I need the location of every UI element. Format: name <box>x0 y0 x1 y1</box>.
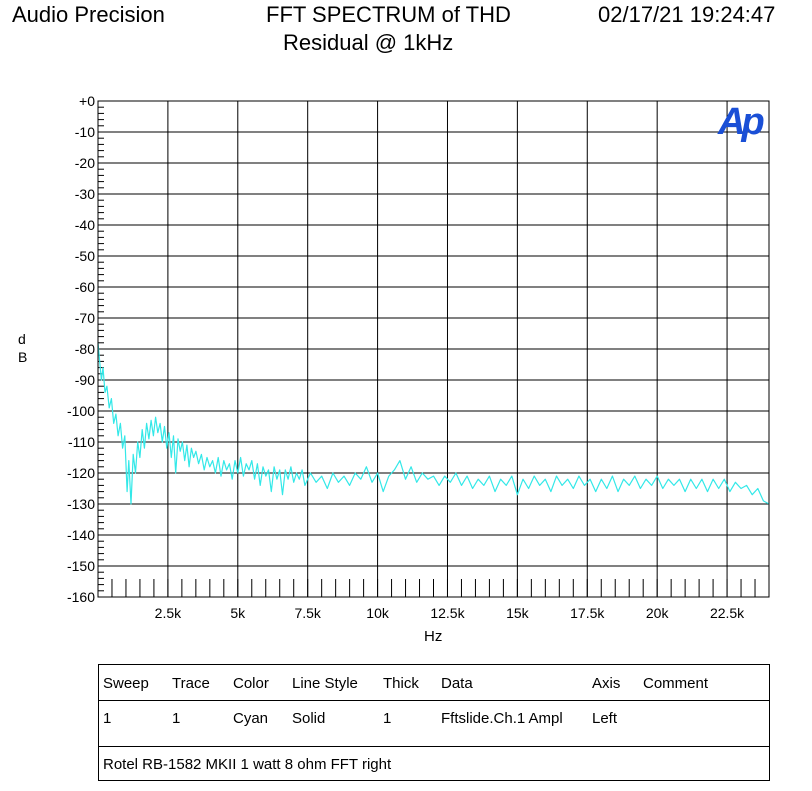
y-tick-label: -50 <box>75 248 95 264</box>
y-tick-label: -140 <box>67 527 95 543</box>
x-tick-label: 2.5k <box>155 605 182 621</box>
header-data: Data <box>441 675 473 692</box>
header-sweep: Sweep <box>103 675 149 692</box>
y-tick-label: -160 <box>67 589 95 605</box>
cell-line-style: Solid <box>292 710 326 727</box>
x-tick-label: 7.5k <box>294 605 321 621</box>
header-trace: Trace <box>172 675 210 692</box>
y-tick-labels: +0 -10 -20 -30 -40 -50 -60 -70 -80 -90 -100 -110 -12… <box>67 93 95 605</box>
cell-data: Fftslide.Ch.1 Ampl <box>441 710 563 727</box>
header-line-style: Line Style <box>292 675 358 692</box>
legend-divider-top <box>99 700 769 701</box>
cell-thick: 1 <box>383 710 392 727</box>
y-tick-label: -90 <box>75 372 95 388</box>
x-tick-label: 22.5k <box>710 605 745 621</box>
y-tick-label: -60 <box>75 279 95 295</box>
x-tick-label: 5k <box>230 605 246 621</box>
y-tick-label: -120 <box>67 465 95 481</box>
y-tick-label: -100 <box>67 403 95 419</box>
y-axis-label-b: B <box>18 349 28 365</box>
legend-table: Sweep Trace Color Line Style Thick Data … <box>98 664 770 781</box>
brand-name: Audio Precision <box>12 2 165 27</box>
legend-note: Rotel RB-1582 MKII 1 watt 8 ohm FFT righ… <box>103 756 392 773</box>
grid <box>98 100 769 598</box>
ap-logo: Ap <box>717 101 767 143</box>
y-tick-label: -80 <box>75 341 95 357</box>
y-tick-label: -150 <box>67 558 95 574</box>
y-tick-label: -30 <box>75 186 95 202</box>
x-tick-label: 12.5k <box>430 605 465 621</box>
header-axis: Axis <box>592 675 621 692</box>
header-thick: Thick <box>383 675 419 692</box>
series-layer <box>97 342 770 505</box>
y-tick-label: -20 <box>75 155 95 171</box>
header-comment: Comment <box>643 675 709 692</box>
x-tick-label: 17.5k <box>570 605 605 621</box>
x-axis-label: Hz <box>424 628 443 645</box>
y-tick-label: -10 <box>75 124 95 140</box>
y-tick-label: -130 <box>67 496 95 512</box>
chart-title-line2: Residual @ 1kHz <box>283 30 454 55</box>
plot-frame <box>97 100 770 598</box>
y-tick-label: -70 <box>75 310 95 326</box>
chart-title-line1: FFT SPECTRUM of THD <box>266 2 511 27</box>
x-tick-labels: 2.5k 5k 7.5k 10k 12.5k 15k 17.5k 20k 22.5k <box>155 605 746 621</box>
timestamp: 02/17/21 19:24:47 <box>598 2 776 27</box>
spectrum-trace <box>97 342 770 505</box>
cell-axis: Left <box>592 710 618 727</box>
y-axis-label-d: d <box>18 331 26 347</box>
cell-sweep: 1 <box>103 710 112 727</box>
x-tick-label: 20k <box>646 605 670 621</box>
header-color: Color <box>233 675 269 692</box>
x-tick-label: 10k <box>366 605 390 621</box>
cell-trace: 1 <box>172 710 181 727</box>
ap-logo-text: Ap <box>717 101 763 143</box>
spectrum-chart: +0 -10 -20 -30 -40 -50 -60 -70 -80 -90 -100 -110 -12… <box>67 93 770 621</box>
y-tick-label: -110 <box>68 434 95 450</box>
legend-divider-bottom <box>99 746 769 747</box>
cell-color: Cyan <box>233 710 269 727</box>
y-tick-label: +0 <box>79 93 95 109</box>
x-tick-label: 15k <box>506 605 530 621</box>
y-tick-label: -40 <box>75 217 95 233</box>
